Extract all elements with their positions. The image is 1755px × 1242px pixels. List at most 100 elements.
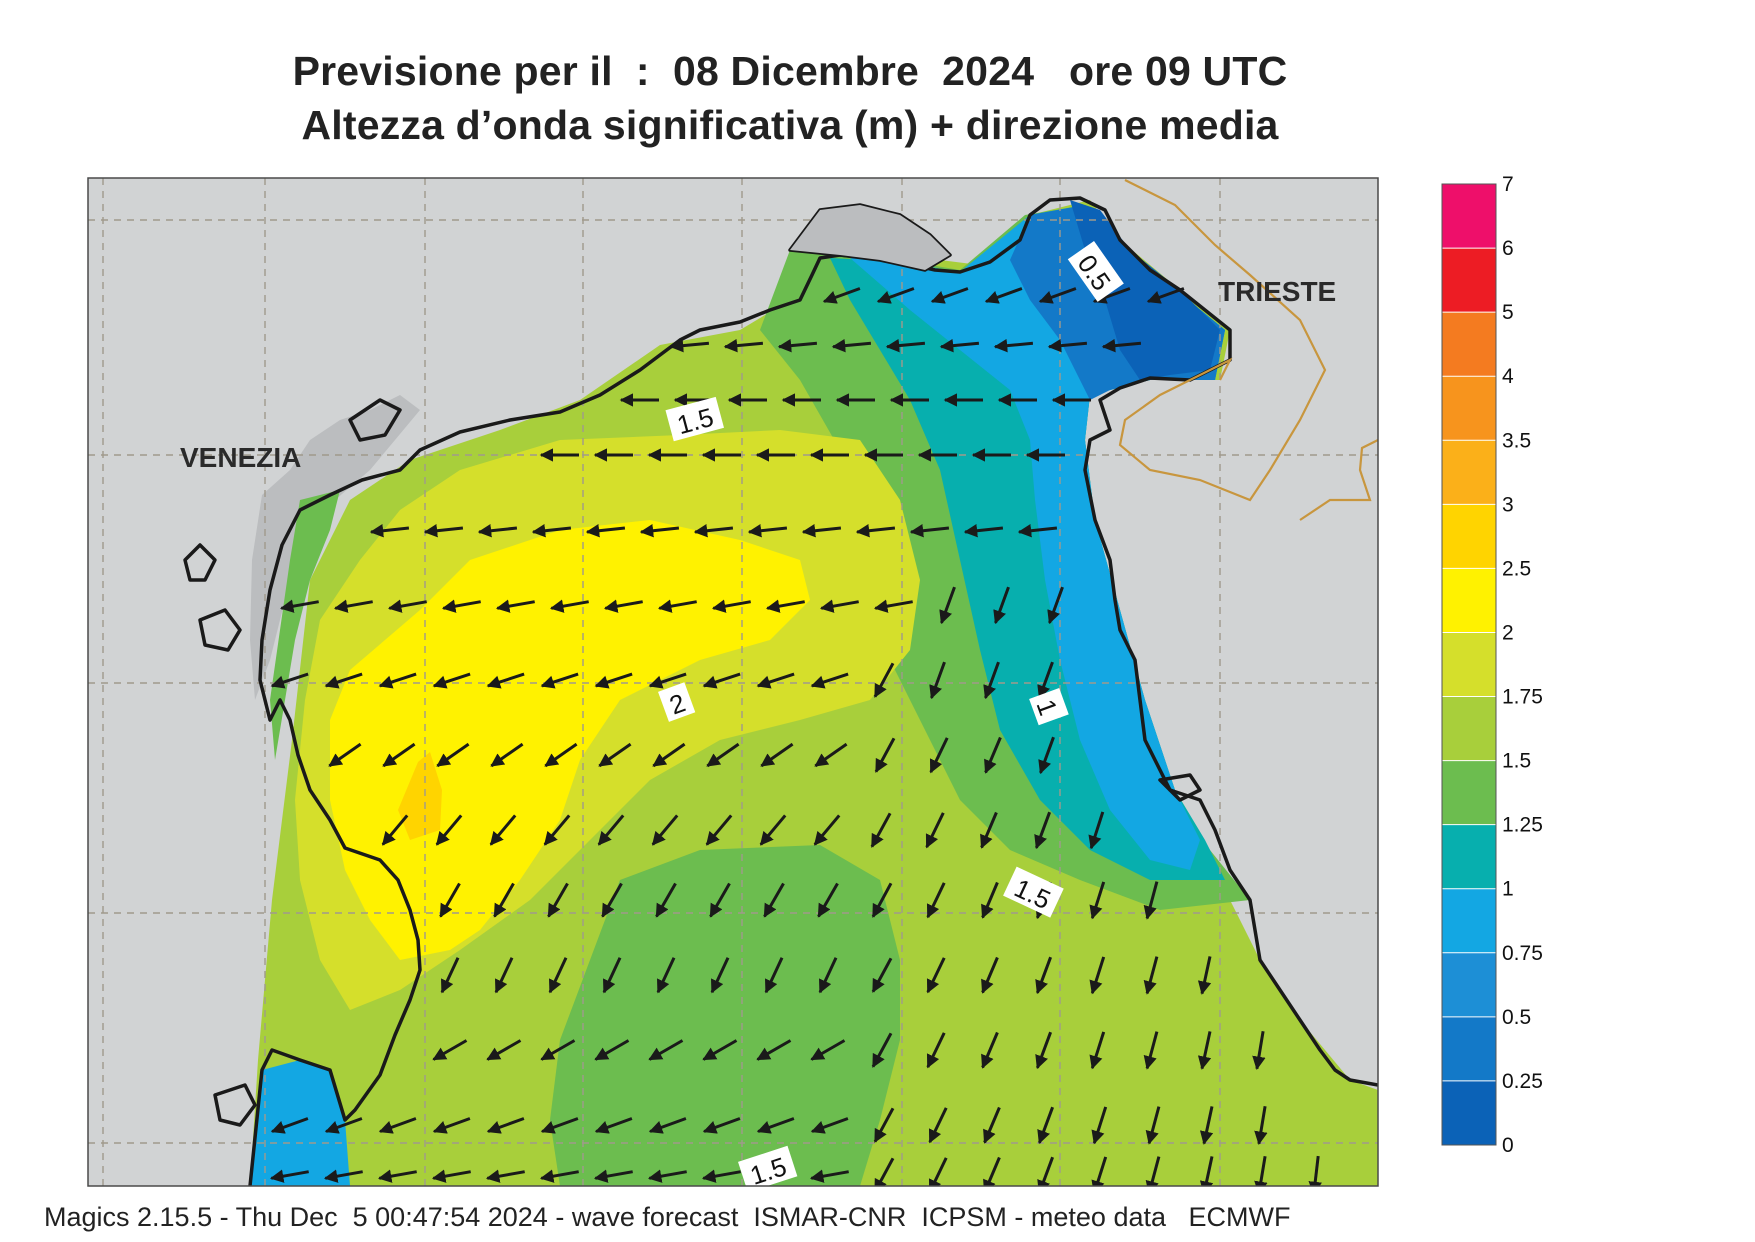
legend-swatch [1442,1080,1496,1145]
legend-tick-label: 0.75 [1502,942,1543,965]
legend-swatch [1442,312,1496,377]
legend-tick-label: 0.25 [1502,1070,1543,1093]
wave-direction-arrow [495,599,535,613]
wave-direction-arrow [723,338,764,353]
wave-direction-arrow [810,1039,846,1061]
wave-direction-arrow [328,742,362,768]
wave-direction-arrow [926,882,946,919]
legend-tick-label: 0.5 [1502,1006,1531,1029]
wave-direction-arrow [1143,1031,1159,1070]
wave-direction-arrow [540,1117,579,1134]
legend-tick-label: 1.25 [1502,814,1543,837]
wave-direction-arrow [1091,1106,1108,1145]
wave-direction-arrow [1038,736,1055,775]
wave-direction-arrow [980,811,998,849]
grado-lagoon [790,205,950,270]
wave-direction-arrow [486,672,525,689]
wave-direction-arrow [929,737,949,774]
wave-direction-arrow [603,599,643,613]
wave-direction-arrow [494,957,514,994]
wave-direction-arrow [378,672,417,689]
wave-direction-arrow [652,742,686,768]
wave-direction-arrow [323,1169,363,1183]
wave-direction-arrow [439,882,461,918]
wave-direction-arrow [531,524,572,538]
legend-swatch [1442,568,1496,633]
wave-direction-arrow [270,1117,309,1134]
legend-tick-label: 1.75 [1502,686,1543,709]
wave-direction-arrow [705,814,733,846]
wave-direction-arrow [441,599,481,613]
wave-direction-arrow [1146,287,1185,304]
wave-direction-arrow [594,1039,630,1061]
wave-direction-arrow [432,1039,468,1061]
wave-direction-arrow [870,812,892,848]
wave-direction-arrow [764,957,784,994]
wave-direction-arrow [939,338,980,353]
wave-direction-arrow [547,882,569,918]
wave-direction-arrow [871,957,893,993]
wave-direction-arrow [593,1169,633,1183]
wave-direction-arrow [1145,1156,1161,1186]
wave-direction-arrow [601,882,623,918]
wave-direction-arrow [814,742,848,768]
wave-direction-arrow [874,1157,895,1186]
wave-direction-arrow [756,1039,792,1061]
wave-direction-arrow [983,1156,1001,1186]
wave-direction-arrow [1199,1156,1214,1186]
wave-direction-arrow [702,1117,741,1134]
wave-direction-arrow [651,814,679,846]
wave-direction-arrow [983,661,1000,700]
wave-direction-arrow [810,1117,849,1134]
contour-labels: 1.5 2 1 1.5 0.5 1.5 [658,240,1124,1186]
wave-direction-arrow [925,812,945,849]
wave-direction-arrow [486,1117,525,1134]
legend-swatch [1442,760,1496,825]
legend-swatch [1442,1016,1496,1081]
wave-direction-arrow [1035,956,1053,995]
wave-direction-arrow [929,661,946,700]
wave-direction-arrow [269,1169,309,1183]
wave-direction-arrow [1089,881,1106,920]
wave-direction-arrow [831,338,872,353]
legend-swatch [1442,184,1496,249]
wave-direction-arrow [602,957,622,994]
wave-direction-arrow [763,882,785,918]
wave-direction-arrow [928,1107,948,1144]
wave-direction-arrow [648,672,687,689]
wave-direction-arrow [747,524,788,538]
wave-direction-arrow [874,737,896,773]
wave-direction-arrow [1101,338,1142,353]
wave-direction-arrow [702,672,741,689]
legend-tick-label: 6 [1502,237,1514,260]
map-title: Previsione per il : 08 Dicembre 2024 ore… [292,48,1288,94]
wave-direction-arrow [981,1031,999,1069]
wave-direction-arrow [539,1169,579,1183]
wave-direction-arrow [1037,1106,1055,1145]
wave-direction-arrow [984,736,1002,774]
wave-direction-arrow [1308,1155,1322,1186]
wave-direction-arrow [657,599,697,613]
wave-direction-arrow [926,1032,946,1069]
contour-1.25-south [550,845,900,1186]
legend-swatch [1442,504,1496,569]
wave-direction-arrow [760,742,794,768]
wave-direction-arrow [701,1169,741,1183]
wave-direction-arrow [873,599,913,613]
wave-direction-arrow [1252,1031,1266,1071]
wave-direction-arrow [540,1039,576,1061]
legend-swatch [1442,440,1496,505]
wave-direction-arrow [279,599,319,613]
wave-direction-arrow [669,338,710,353]
wave-direction-arrow [656,957,676,994]
legend-swatch [1442,952,1496,1017]
legend-swatch [1442,248,1496,313]
wave-direction-arrow [333,599,373,613]
wave-direction-arrow [1034,811,1052,850]
wave-direction-arrow [981,956,999,994]
wave-direction-arrow [801,524,842,538]
wave-direction-arrow [909,524,950,538]
wave-direction-arrow [993,338,1034,353]
legend-tick-label: 2 [1502,621,1514,644]
